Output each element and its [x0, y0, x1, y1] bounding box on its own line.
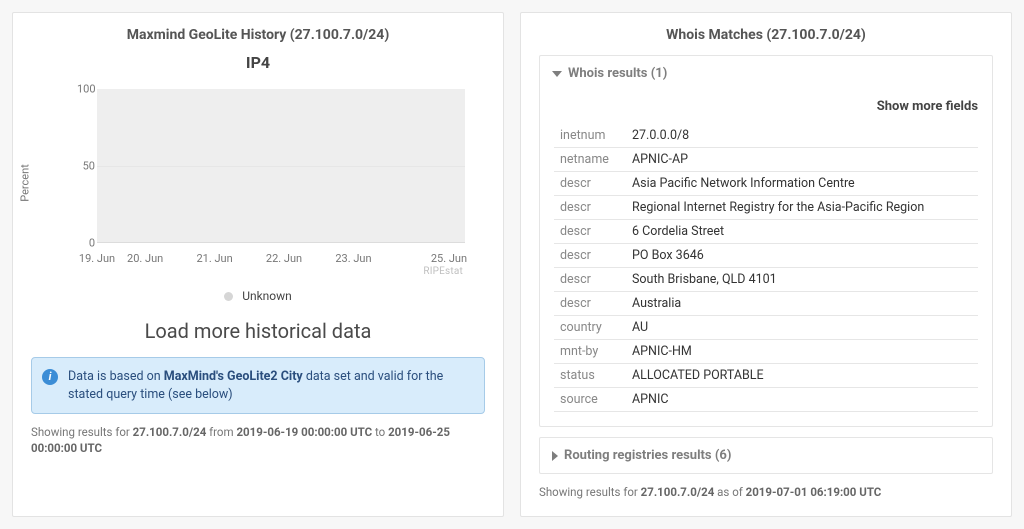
whois-results-toggle[interactable]: Whois results (1) [540, 56, 992, 91]
whois-value: APNIC-HM [626, 340, 978, 364]
table-row: descrRegional Internet Registry for the … [554, 196, 978, 220]
whois-value: South Brisbane, QLD 4101 [626, 268, 978, 292]
chart-plot [97, 89, 465, 243]
geolite-history-panel: Maxmind GeoLite History (27.100.7.0/24) … [12, 12, 504, 517]
table-row: countryAU [554, 316, 978, 340]
whois-value: 6 Cordelia Street [626, 220, 978, 244]
whois-key: descr [554, 220, 626, 244]
chevron-down-icon [552, 71, 562, 77]
whois-key: netname [554, 148, 626, 172]
legend-color-dot [224, 292, 233, 301]
whois-matches-panel: Whois Matches (27.100.7.0/24) Whois resu… [520, 12, 1012, 517]
table-row: sourceAPNIC [554, 388, 978, 412]
table-row: netnameAPNIC-AP [554, 148, 978, 172]
whois-key: descr [554, 268, 626, 292]
whois-key: descr [554, 244, 626, 268]
xtick: 19. Jun [79, 252, 115, 265]
footer-subnet: 27.100.7.0/24 [641, 485, 715, 499]
whois-results-label: Whois results (1) [568, 66, 667, 81]
footer-text: to [372, 425, 388, 439]
routing-registries-toggle[interactable]: Routing registries results (6) [540, 438, 992, 473]
footer-text: as of [714, 485, 745, 499]
xtick: 20. Jun [127, 252, 163, 265]
whois-value: AU [626, 316, 978, 340]
results-footer: Showing results for 27.100.7.0/24 from 2… [31, 424, 485, 456]
ytick: 0 [77, 237, 95, 250]
footer-asof-date: 2019-07-01 06:19:00 UTC [746, 485, 882, 499]
whois-key: descr [554, 196, 626, 220]
results-footer: Showing results for 27.100.7.0/24 as of … [539, 484, 993, 500]
panel-title: Maxmind GeoLite History (27.100.7.0/24) [31, 27, 485, 43]
whois-value: 27.0.0.0/8 [626, 124, 978, 148]
whois-key: status [554, 364, 626, 388]
ytick: 50 [77, 160, 95, 173]
xtick: 22. Jun [266, 252, 302, 265]
chart-watermark: RIPEstat [423, 266, 463, 277]
whois-key: mnt-by [554, 340, 626, 364]
legend-label: Unknown [242, 289, 292, 303]
whois-value: APNIC [626, 388, 978, 412]
table-row: descr6 Cordelia Street [554, 220, 978, 244]
whois-key: descr [554, 292, 626, 316]
whois-key: country [554, 316, 626, 340]
chart-title: IP4 [41, 53, 475, 72]
panel-title: Whois Matches (27.100.7.0/24) [539, 27, 993, 43]
whois-table: inetnum27.0.0.0/8netnameAPNIC-APdescrAsi… [554, 124, 978, 412]
whois-value: ALLOCATED PORTABLE [626, 364, 978, 388]
table-row: statusALLOCATED PORTABLE [554, 364, 978, 388]
whois-key: descr [554, 172, 626, 196]
whois-results-body: Show more fields inetnum27.0.0.0/8netnam… [540, 91, 992, 426]
footer-text: from [206, 425, 236, 439]
routing-registries-label: Routing registries results (6) [564, 448, 731, 463]
footer-text: Showing results for [539, 485, 641, 499]
whois-value: PO Box 3646 [626, 244, 978, 268]
whois-value: Australia [626, 292, 978, 316]
footer-subnet: 27.100.7.0/24 [133, 425, 207, 439]
ytick: 100 [77, 83, 95, 96]
load-more-button[interactable]: Load more historical data [31, 319, 485, 343]
xtick: 23. Jun [335, 252, 371, 265]
info-text-bold: MaxMind's GeoLite2 City [164, 369, 303, 384]
table-row: descrAustralia [554, 292, 978, 316]
table-row: descrSouth Brisbane, QLD 4101 [554, 268, 978, 292]
xtick: 21. Jun [196, 252, 232, 265]
routing-registries-accordion: Routing registries results (6) [539, 437, 993, 474]
ip4-chart: IP4 Percent 100 50 0 19. Jun 20. Jun 21.… [41, 83, 475, 283]
info-text-prefix: Data is based on [68, 369, 164, 384]
table-row: descrPO Box 3646 [554, 244, 978, 268]
gridline [97, 166, 465, 167]
footer-text: Showing results for [31, 425, 133, 439]
whois-value: APNIC-AP [626, 148, 978, 172]
whois-value: Regional Internet Registry for the Asia-… [626, 196, 978, 220]
chart-ylabel: Percent [19, 164, 32, 202]
whois-key: source [554, 388, 626, 412]
info-banner: i Data is based on MaxMind's GeoLite2 Ci… [31, 357, 485, 414]
chart-legend: Unknown [31, 289, 485, 303]
table-row: descrAsia Pacific Network Information Ce… [554, 172, 978, 196]
whois-key: inetnum [554, 124, 626, 148]
whois-value: Asia Pacific Network Information Centre [626, 172, 978, 196]
table-row: inetnum27.0.0.0/8 [554, 124, 978, 148]
footer-from-date: 2019-06-19 00:00:00 UTC [236, 425, 372, 439]
table-row: mnt-byAPNIC-HM [554, 340, 978, 364]
xtick: 25. Jun [431, 252, 467, 265]
whois-results-accordion: Whois results (1) Show more fields inetn… [539, 55, 993, 427]
info-icon: i [42, 369, 58, 385]
chevron-right-icon [552, 451, 558, 461]
show-more-fields-button[interactable]: Show more fields [554, 99, 978, 114]
